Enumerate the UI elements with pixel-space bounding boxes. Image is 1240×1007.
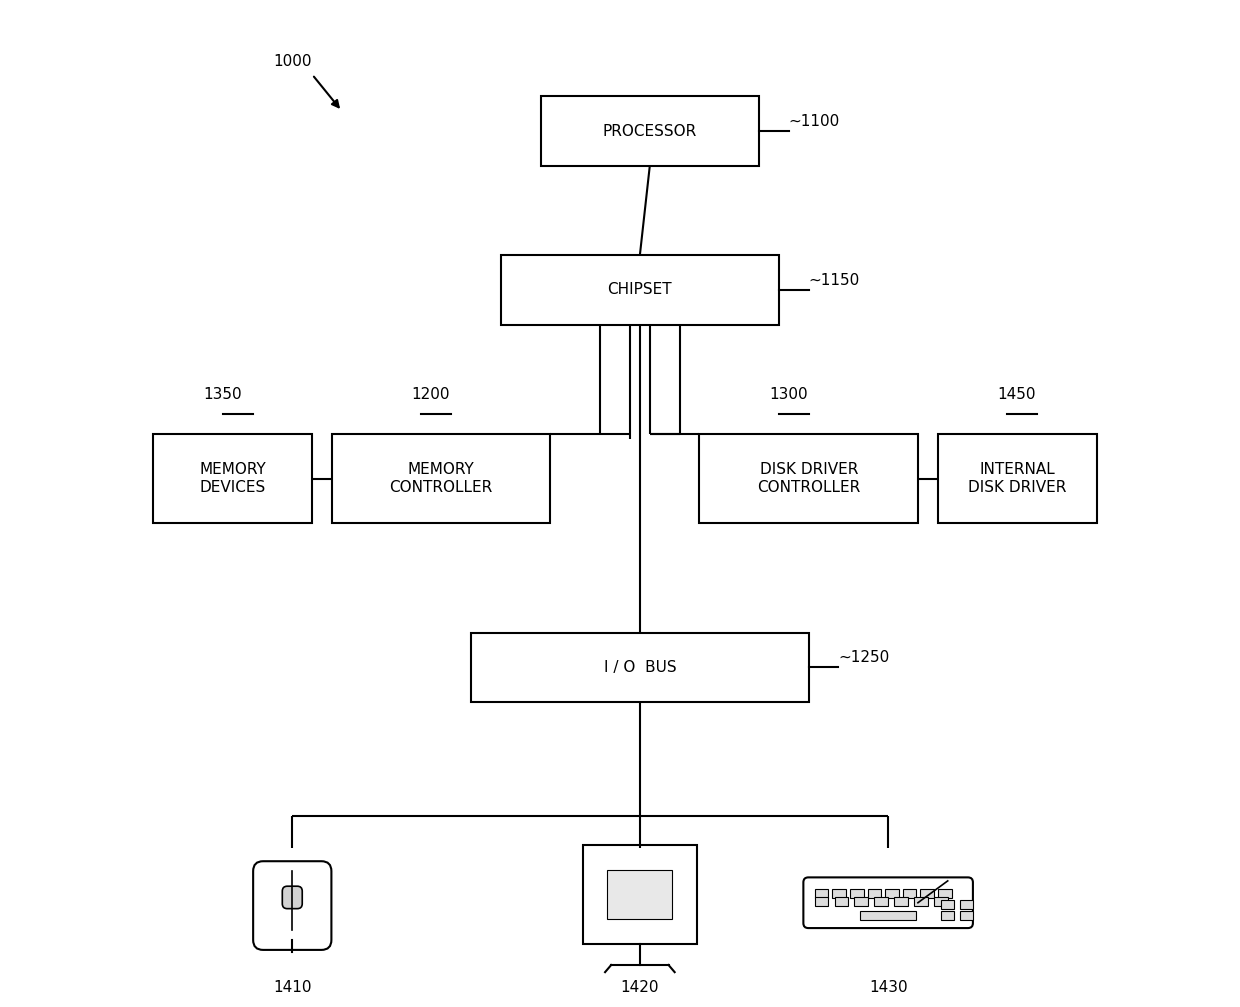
Text: MEMORY
DEVICES: MEMORY DEVICES — [200, 462, 267, 494]
FancyBboxPatch shape — [941, 900, 955, 909]
FancyBboxPatch shape — [815, 897, 828, 906]
Text: I / O  BUS: I / O BUS — [604, 660, 676, 675]
FancyBboxPatch shape — [894, 897, 908, 906]
FancyBboxPatch shape — [960, 911, 973, 919]
FancyBboxPatch shape — [939, 889, 951, 898]
FancyBboxPatch shape — [960, 900, 973, 909]
FancyBboxPatch shape — [885, 889, 899, 898]
FancyBboxPatch shape — [583, 845, 697, 944]
Text: 1300: 1300 — [769, 387, 807, 402]
FancyBboxPatch shape — [854, 897, 868, 906]
Text: CHIPSET: CHIPSET — [608, 283, 672, 297]
FancyBboxPatch shape — [861, 911, 916, 919]
FancyBboxPatch shape — [815, 889, 828, 898]
Text: 1410: 1410 — [273, 980, 311, 995]
FancyBboxPatch shape — [934, 897, 947, 906]
FancyBboxPatch shape — [835, 897, 848, 906]
Text: MEMORY
CONTROLLER: MEMORY CONTROLLER — [389, 462, 492, 494]
Text: ~1100: ~1100 — [789, 114, 839, 129]
Text: DISK DRIVER
CONTROLLER: DISK DRIVER CONTROLLER — [758, 462, 861, 494]
FancyBboxPatch shape — [253, 861, 331, 950]
FancyBboxPatch shape — [868, 889, 882, 898]
Text: 1000: 1000 — [273, 54, 311, 69]
Text: 1430: 1430 — [869, 980, 908, 995]
FancyBboxPatch shape — [699, 434, 918, 524]
FancyBboxPatch shape — [941, 911, 955, 919]
FancyBboxPatch shape — [920, 889, 934, 898]
FancyBboxPatch shape — [608, 870, 672, 918]
Text: ~1250: ~1250 — [838, 650, 890, 665]
FancyBboxPatch shape — [501, 255, 779, 324]
Text: ~1150: ~1150 — [808, 273, 861, 288]
FancyBboxPatch shape — [903, 889, 916, 898]
FancyBboxPatch shape — [283, 886, 303, 908]
FancyBboxPatch shape — [937, 434, 1096, 524]
Text: 1200: 1200 — [412, 387, 450, 402]
Text: 1450: 1450 — [997, 387, 1035, 402]
FancyBboxPatch shape — [914, 897, 928, 906]
FancyBboxPatch shape — [154, 434, 312, 524]
FancyBboxPatch shape — [332, 434, 551, 524]
FancyBboxPatch shape — [832, 889, 846, 898]
FancyBboxPatch shape — [874, 897, 888, 906]
FancyBboxPatch shape — [541, 97, 759, 166]
Text: INTERNAL
DISK DRIVER: INTERNAL DISK DRIVER — [968, 462, 1066, 494]
Text: PROCESSOR: PROCESSOR — [603, 124, 697, 139]
Text: 1420: 1420 — [620, 980, 660, 995]
FancyBboxPatch shape — [804, 877, 973, 928]
FancyBboxPatch shape — [849, 889, 863, 898]
FancyBboxPatch shape — [471, 632, 808, 702]
Text: 1350: 1350 — [203, 387, 242, 402]
